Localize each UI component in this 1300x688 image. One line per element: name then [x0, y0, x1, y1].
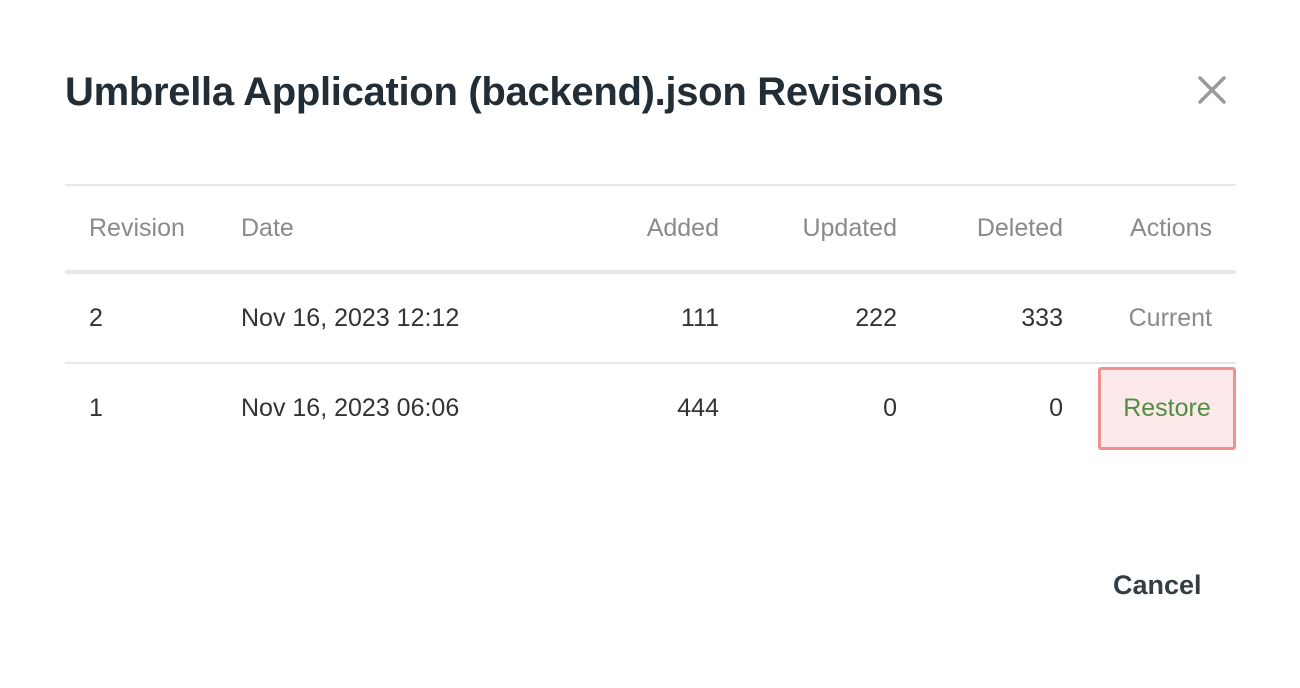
- deleted-cell: 0: [1049, 393, 1063, 422]
- date-cell: Nov 16, 2023 12:12: [241, 303, 460, 332]
- header-updated: Updated: [802, 213, 897, 242]
- updated-cell: 222: [855, 303, 897, 332]
- added-cell: 111: [680, 303, 719, 332]
- revision-cell: 2: [89, 303, 103, 332]
- restore-button[interactable]: Restore: [1098, 366, 1236, 450]
- deleted-cell: 333: [1021, 303, 1063, 332]
- revisions-table: Revision Date Added Updated Deleted Acti…: [65, 184, 1236, 452]
- close-button[interactable]: [1192, 70, 1232, 110]
- header-added: Added: [646, 213, 719, 242]
- table-header-row: Revision Date Added Updated Deleted Acti…: [65, 185, 1236, 272]
- table-row: 2 Nov 16, 2023 12:12 111 222 333 Current: [65, 272, 1236, 363]
- current-label: Current: [1128, 303, 1212, 332]
- updated-cell: 0: [883, 393, 897, 422]
- header-revision: Revision: [89, 213, 185, 242]
- cancel-button[interactable]: Cancel: [1113, 570, 1202, 600]
- table-row: 1 Nov 16, 2023 06:06 444 0 0 Restore: [65, 363, 1236, 452]
- header-actions: Actions: [1130, 213, 1212, 242]
- header-deleted: Deleted: [976, 213, 1063, 242]
- date-cell: Nov 16, 2023 06:06: [241, 393, 460, 422]
- dialog-title: Umbrella Application (backend).json Revi…: [65, 70, 944, 114]
- revision-cell: 1: [89, 393, 103, 422]
- actions-cell: Restore: [1063, 363, 1236, 452]
- added-cell: 444: [677, 393, 719, 422]
- close-icon[interactable]: [1192, 70, 1232, 110]
- header-date: Date: [241, 213, 294, 242]
